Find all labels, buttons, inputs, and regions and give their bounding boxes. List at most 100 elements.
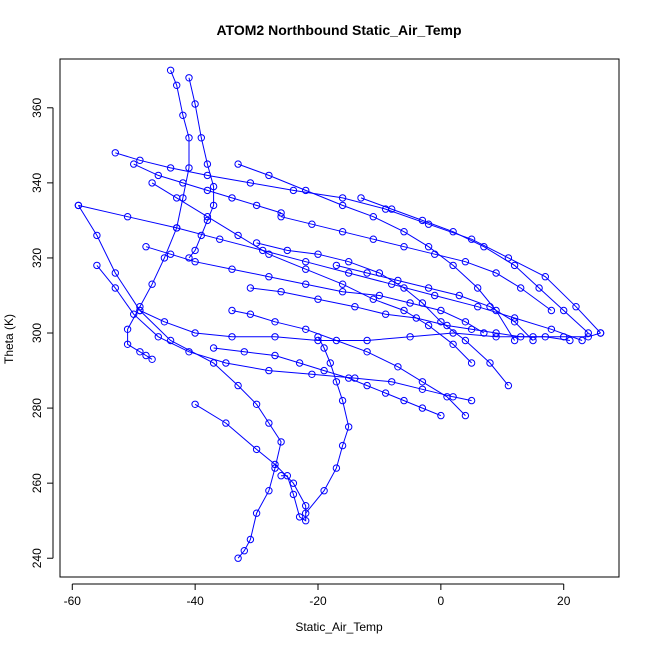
- data-point: [222, 359, 230, 367]
- series-10: [185, 74, 218, 262]
- data-point: [173, 194, 181, 202]
- data-point: [351, 303, 359, 311]
- data-point: [437, 318, 445, 326]
- series-line: [360, 197, 589, 334]
- data-point: [400, 243, 408, 251]
- y-axis: 240 260 280 300 320 340 360: [30, 97, 54, 568]
- data-point: [314, 336, 322, 345]
- data-point: [209, 344, 218, 352]
- data-point: [510, 261, 519, 270]
- data-point: [142, 243, 150, 251]
- data-point: [338, 201, 347, 210]
- x-tick-label: -60: [64, 594, 82, 608]
- data-point: [541, 273, 549, 281]
- data-point: [363, 336, 371, 345]
- x-tick-label: 0: [438, 594, 445, 608]
- series-13: [246, 284, 574, 345]
- data-point: [228, 265, 236, 273]
- data-point: [449, 228, 457, 236]
- data-point: [332, 464, 341, 472]
- series-15: [209, 344, 445, 420]
- data-point: [203, 186, 212, 195]
- x-axis-label: Static_Air_Temp: [295, 620, 383, 634]
- data-point: [166, 250, 175, 258]
- data-point: [467, 325, 476, 333]
- data-point: [265, 273, 273, 281]
- data-point: [320, 487, 328, 495]
- data-point: [541, 333, 549, 341]
- data-point: [271, 318, 279, 326]
- data-point: [345, 374, 353, 382]
- series-20: [277, 213, 556, 315]
- series-line: [115, 152, 601, 334]
- data-point: [295, 359, 304, 367]
- data-point: [265, 366, 273, 375]
- data-point: [510, 318, 519, 326]
- data-point: [228, 194, 236, 202]
- data-point: [234, 381, 242, 390]
- data-point: [289, 490, 298, 499]
- series-line: [77, 205, 282, 559]
- data-point: [338, 280, 347, 288]
- data-point: [302, 502, 310, 510]
- series-line: [231, 310, 466, 416]
- data-point: [283, 246, 291, 255]
- data-point: [400, 396, 408, 405]
- series-1: [74, 201, 285, 562]
- data-point: [148, 179, 156, 187]
- data-point: [529, 336, 537, 345]
- data-point: [222, 419, 230, 427]
- data-point: [271, 351, 279, 360]
- data-point: [314, 250, 322, 258]
- data-point: [179, 179, 187, 187]
- data-point: [160, 318, 169, 326]
- y-tick-label: 280: [30, 398, 44, 418]
- data-point: [185, 164, 193, 172]
- series-line: [188, 77, 215, 259]
- data-point: [406, 299, 414, 307]
- data-point: [191, 329, 199, 337]
- data-point: [467, 396, 476, 405]
- data-point: [191, 258, 199, 266]
- data-point: [320, 366, 328, 375]
- data-point: [136, 156, 144, 165]
- data-point: [584, 329, 592, 337]
- data-point: [252, 509, 261, 517]
- plot-area: [74, 66, 605, 562]
- data-point: [332, 261, 341, 270]
- data-point: [449, 340, 457, 348]
- data-point: [166, 336, 175, 345]
- data-point: [265, 171, 273, 180]
- data-point: [154, 333, 163, 341]
- data-point: [578, 336, 586, 345]
- data-point: [338, 228, 347, 236]
- data-point: [388, 378, 396, 386]
- data-point: [547, 325, 556, 333]
- data-point: [547, 306, 556, 315]
- series-line: [139, 310, 601, 341]
- data-point: [480, 243, 488, 251]
- data-point: [136, 303, 144, 311]
- data-point: [191, 246, 199, 255]
- data-point: [437, 411, 445, 420]
- data-point: [560, 306, 568, 315]
- data-point: [338, 441, 347, 450]
- data-point: [302, 325, 310, 333]
- data-point: [216, 235, 224, 243]
- data-point: [320, 344, 328, 352]
- data-point: [461, 258, 470, 266]
- data-point: [412, 314, 420, 322]
- series-9: [123, 66, 193, 363]
- data-point: [185, 134, 193, 142]
- data-point: [277, 288, 285, 296]
- data-point: [265, 487, 273, 495]
- data-point: [271, 460, 279, 469]
- data-point: [302, 265, 310, 273]
- data-point: [234, 231, 242, 240]
- data-point: [369, 235, 377, 243]
- data-point: [345, 423, 353, 431]
- data-point: [93, 261, 101, 270]
- data-point: [93, 231, 101, 240]
- data-point: [424, 243, 433, 251]
- data-point: [400, 284, 408, 292]
